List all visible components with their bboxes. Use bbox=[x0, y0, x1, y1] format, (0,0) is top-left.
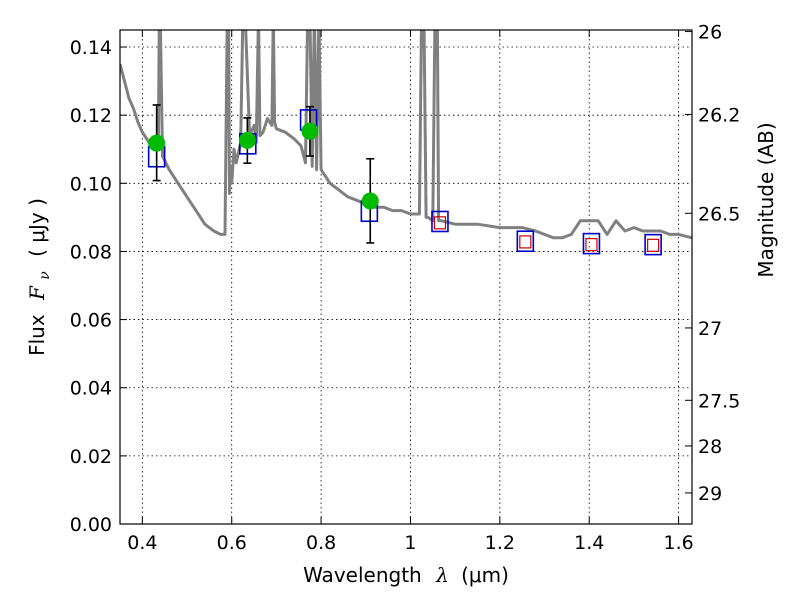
x-tick-label: 1 bbox=[404, 532, 416, 554]
y-tick-label: 0.08 bbox=[70, 241, 112, 263]
x-axis-label-prefix: Wavelength bbox=[303, 563, 422, 587]
model-photometry-square bbox=[582, 232, 601, 255]
x-axis-ticks: 0.4 0.6 0.8 1 1.2 1.4 1.6 bbox=[127, 30, 694, 554]
x-tick-label: 0.8 bbox=[306, 532, 336, 554]
y-axis-label-subscript: ν bbox=[37, 271, 53, 280]
y-tick-label: 0.00 bbox=[70, 514, 112, 536]
model-spectrum-line bbox=[120, 30, 692, 240]
x-tick-label: 1.4 bbox=[574, 532, 604, 554]
y-tick-label: 0.06 bbox=[70, 310, 112, 332]
y-axis-label-prefix: Flux bbox=[25, 314, 49, 356]
y-tick-label: 0.04 bbox=[70, 378, 112, 400]
x-tick-label: 1.2 bbox=[485, 532, 515, 554]
y2-tick-label: 28 bbox=[698, 436, 722, 458]
observed-point bbox=[238, 131, 256, 149]
x-tick-label: 1.6 bbox=[663, 532, 693, 554]
y-tick-label: 0.10 bbox=[70, 173, 112, 195]
error-bars bbox=[152, 104, 375, 244]
x-tick-label: 0.6 bbox=[217, 532, 247, 554]
y-tick-label: 0.14 bbox=[70, 37, 112, 59]
y-axis-label-unit: ( μJy ) bbox=[25, 198, 49, 257]
x-axis-label-symbol: λ bbox=[435, 563, 449, 587]
observed-points bbox=[148, 122, 379, 210]
model-photometry-square bbox=[431, 210, 449, 233]
model-photometry-square bbox=[644, 233, 662, 256]
y2-axis-label: Magnitude (AB) bbox=[754, 122, 778, 277]
model-photometry-square bbox=[516, 230, 535, 253]
predicted-photometry-markers bbox=[433, 216, 660, 252]
y-tick-label: 0.02 bbox=[70, 446, 112, 468]
model-photometry-markers bbox=[147, 109, 662, 256]
x-tick-label: 0.4 bbox=[127, 532, 157, 554]
y2-axis-ticks: 26 26.2 26.5 27 27.5 28 29 bbox=[685, 22, 740, 505]
y2-tick-label: 27 bbox=[698, 318, 722, 340]
y2-tick-label: 26 bbox=[698, 22, 722, 44]
predicted-photometry-square bbox=[647, 238, 660, 252]
grid bbox=[120, 30, 692, 525]
y2-tick-label: 29 bbox=[698, 483, 722, 505]
plot-frame bbox=[119, 29, 693, 525]
predicted-photometry-square bbox=[585, 238, 598, 252]
observed-point bbox=[301, 122, 319, 140]
observed-point bbox=[148, 134, 166, 152]
x-axis-label: Wavelength λ (μm) bbox=[303, 563, 509, 587]
x-axis-label-unit: (μm) bbox=[461, 563, 509, 587]
y-axis-label: Flux F ν ( μJy ) bbox=[25, 198, 54, 356]
predicted-photometry-square bbox=[433, 216, 447, 230]
y2-tick-label: 26.2 bbox=[698, 104, 740, 126]
y2-tick-label: 27.5 bbox=[698, 390, 740, 412]
plot-area bbox=[120, 30, 692, 256]
y-axis-ticks: 0.00 0.02 0.04 0.06 0.08 0.10 0.12 0.14 bbox=[70, 37, 127, 536]
predicted-photometry-square bbox=[519, 235, 532, 249]
y-axis-label-symbol: F bbox=[25, 285, 49, 301]
observed-point bbox=[361, 192, 379, 210]
y2-tick-label: 26.5 bbox=[698, 203, 740, 225]
y-tick-label: 0.12 bbox=[70, 105, 112, 127]
